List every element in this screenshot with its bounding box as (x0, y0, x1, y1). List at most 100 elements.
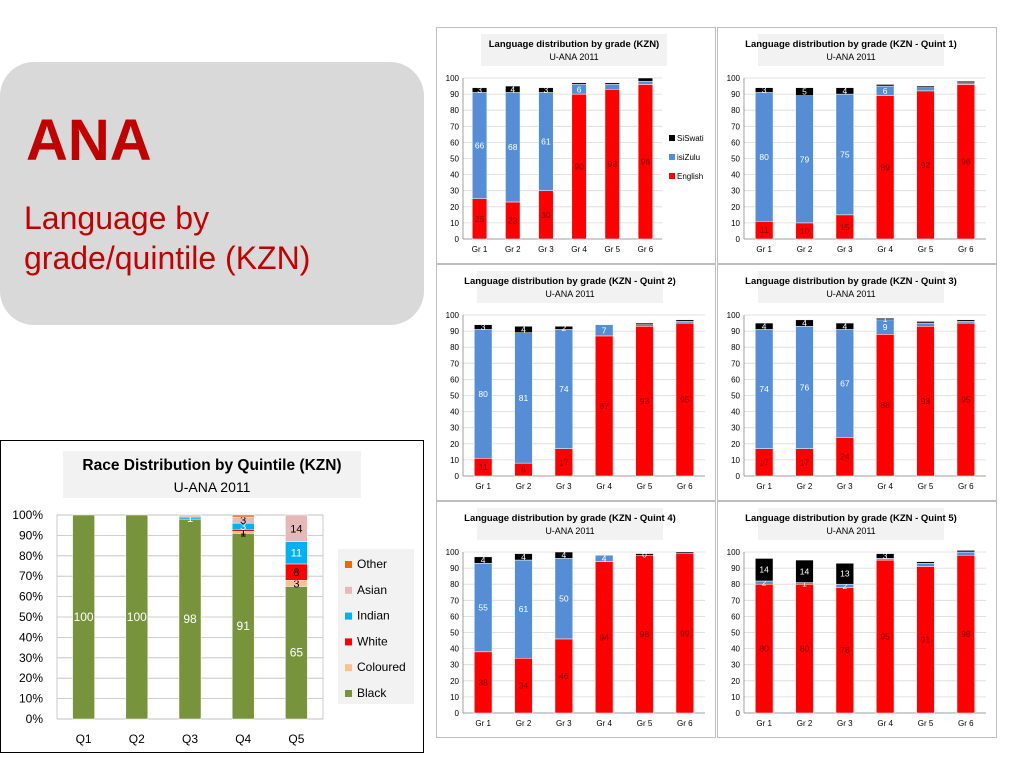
data-label: 3 (293, 578, 299, 590)
chart-svg: Language distribution by grade (KZN - Qu… (727, 508, 986, 728)
x-tick-label: Q4 (235, 732, 251, 746)
y-tick-label: 40 (450, 408, 459, 417)
bar-segment (637, 77, 653, 82)
x-tick-label: Gr 3 (837, 482, 853, 491)
y-tick-label: 40 (731, 171, 740, 180)
chart-title: Language distribution by grade (KZN) (489, 39, 659, 50)
y-tick-label: 100% (12, 508, 43, 522)
chart-title: Race Distribution by Quintile (KZN) (82, 457, 341, 474)
data-label: 3 (544, 85, 549, 95)
data-label: 5 (802, 87, 807, 97)
chart-title: Language distribution by grade (KZN - Qu… (745, 513, 957, 524)
bar-segment (554, 326, 573, 330)
data-label: 61 (541, 137, 551, 147)
y-tick-label: 100 (727, 311, 741, 320)
y-tick-label: 100 (727, 548, 741, 557)
chart-svg: Language distribution by grade (KZN - Qu… (446, 508, 705, 728)
data-label: 81 (519, 393, 529, 403)
legend-label: SiSwati (677, 134, 704, 143)
data-label: 0 (642, 549, 647, 559)
data-label: 17 (559, 457, 569, 467)
x-tick-label: Gr 1 (475, 719, 491, 728)
y-tick-label: 50 (450, 155, 459, 164)
chart-svg: Race Distribution by Quintile (KZN) U-ANA… (12, 451, 414, 746)
bar-segment (474, 324, 493, 330)
data-label: 4 (510, 84, 515, 94)
y-tick-label: 40 (731, 408, 740, 417)
bar-segment (595, 324, 614, 337)
x-tick-label: Q1 (76, 732, 92, 746)
y-tick-label: 20% (19, 671, 43, 685)
data-label: 96 (961, 157, 971, 167)
data-label: 80 (759, 644, 769, 654)
bar-segment (956, 550, 975, 553)
y-tick-label: 90 (450, 327, 459, 336)
data-label: 61 (519, 604, 529, 614)
chart-title-box (758, 271, 944, 303)
data-label: 65 (290, 646, 304, 660)
bar-segment (604, 84, 620, 90)
data-label: 30 (541, 210, 551, 220)
y-tick-label: 100 (727, 74, 741, 83)
x-tick-label: Gr 6 (638, 245, 654, 254)
data-label: 89 (880, 162, 890, 172)
y-tick-label: 80 (731, 343, 740, 352)
bar-segment (514, 553, 533, 561)
bar-segment (637, 80, 653, 85)
legend-label: White (357, 634, 388, 648)
data-label: 90 (574, 162, 584, 172)
data-label: 3 (762, 85, 767, 95)
data-label: 99 (680, 628, 690, 638)
data-label: 66 (475, 141, 485, 151)
data-label: 94 (599, 632, 609, 642)
y-tick-label: 10% (19, 692, 43, 706)
y-tick-label: 0 (736, 709, 741, 718)
data-label: 95 (680, 395, 690, 405)
data-label: 4 (802, 318, 807, 328)
bar-segment (635, 553, 654, 556)
bar-segment (595, 554, 614, 562)
x-tick-label: Gr 6 (958, 482, 974, 491)
y-tick-label: 50 (731, 155, 740, 164)
bar-segment (472, 87, 488, 93)
legend-swatch (345, 638, 352, 646)
legend-swatch (345, 561, 352, 568)
data-label: 80 (800, 644, 810, 654)
x-tick-label: Q5 (288, 732, 304, 746)
y-tick-label: 50% (19, 610, 43, 624)
y-tick-label: 0 (455, 709, 460, 718)
bar-segment (956, 319, 975, 322)
language-chart-quint-3: Language distribution by grade (KZN - Qu… (717, 264, 997, 501)
y-tick-label: 30 (731, 661, 740, 670)
data-label: 34 (519, 681, 529, 691)
bar-segment (514, 326, 533, 333)
slide-subtitle: Language by grade/quintile (KZN) (24, 200, 311, 276)
data-label: 2 (842, 581, 847, 591)
chart-title: Language distribution by grade (KZN - Qu… (464, 513, 676, 524)
legend-label: Asian (357, 583, 387, 597)
bar-segment (72, 514, 95, 720)
y-tick-label: 60 (450, 138, 459, 147)
data-label: 1 (187, 513, 193, 525)
bar-segment (876, 317, 895, 321)
data-label: 3 (240, 515, 246, 527)
y-tick-label: 40 (450, 171, 459, 180)
y-tick-label: 50 (731, 629, 740, 638)
chart-subtitle: U-ANA 2011 (826, 526, 875, 536)
data-label: 7 (602, 325, 607, 335)
y-tick-label: 10 (450, 456, 459, 465)
data-label: 1 (240, 525, 246, 537)
chart-svg: Language distribution by grade (KZN - Qu… (727, 271, 986, 491)
x-tick-label: Gr 3 (538, 245, 554, 254)
bar-segment (285, 514, 308, 542)
x-tick-label: Gr 3 (837, 719, 853, 728)
chart-title: Language distribution by grade (KZN - Qu… (745, 276, 957, 287)
data-label: 11 (760, 225, 769, 235)
x-tick-label: Gr 2 (516, 482, 532, 491)
data-label: 74 (559, 384, 569, 394)
chart-title-box (758, 508, 944, 540)
y-tick-label: 0% (26, 712, 44, 726)
bar-segment (178, 514, 202, 518)
x-tick-label: Gr 5 (637, 719, 653, 728)
y-tick-label: 100 (446, 74, 460, 83)
